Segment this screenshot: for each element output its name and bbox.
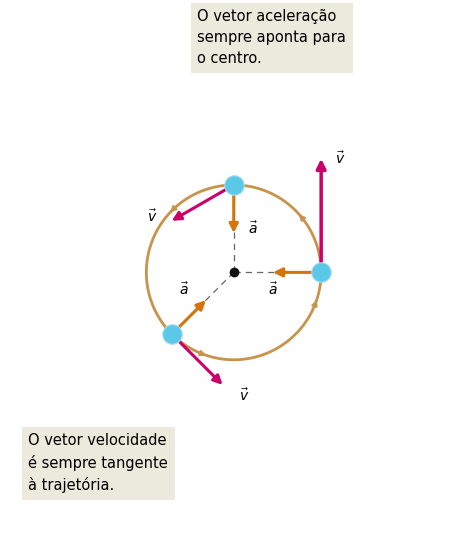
Text: $\vec{a}$: $\vec{a}$ [268,281,278,298]
Text: $\vec{a}$: $\vec{a}$ [179,281,189,298]
Text: $\vec{v}$: $\vec{v}$ [335,151,346,167]
Text: $\vec{v}$: $\vec{v}$ [147,208,158,225]
Text: $\vec{a}$: $\vec{a}$ [248,220,258,237]
Text: O vetor velocidade
é sempre tangente
à trajetória.: O vetor velocidade é sempre tangente à t… [28,433,168,493]
Text: $\vec{v}$: $\vec{v}$ [239,387,250,404]
Text: O vetor aceleração
sempre aponta para
o centro.: O vetor aceleração sempre aponta para o … [198,10,346,66]
